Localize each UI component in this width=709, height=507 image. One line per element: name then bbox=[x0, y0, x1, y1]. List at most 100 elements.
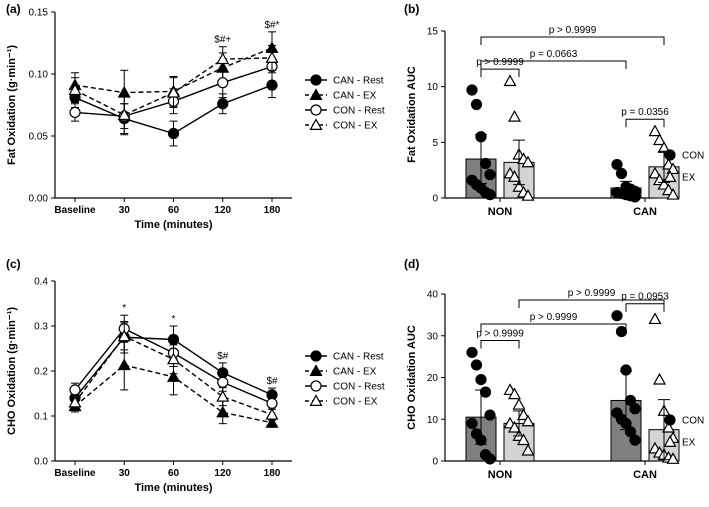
legend-marker bbox=[309, 364, 323, 376]
individual-point bbox=[666, 187, 680, 200]
data-point bbox=[166, 352, 181, 365]
individual-point bbox=[648, 312, 662, 325]
y-tick-label: 15 bbox=[427, 27, 439, 38]
panel-label: (b) bbox=[404, 2, 419, 16]
y-tick-label: 0.2 bbox=[34, 367, 48, 378]
x-tick-label: 60 bbox=[168, 205, 180, 216]
individual-point bbox=[512, 180, 526, 192]
data-point bbox=[217, 98, 229, 110]
legend-label: EX bbox=[682, 438, 696, 449]
y-tick-label: 5 bbox=[432, 138, 438, 149]
x-tick-label: 180 bbox=[264, 468, 281, 479]
individual-point bbox=[466, 84, 478, 96]
legend-marker bbox=[664, 149, 676, 161]
x-tick-label: 120 bbox=[214, 205, 231, 216]
series-line bbox=[74, 57, 273, 116]
significance-annotation: $# bbox=[217, 351, 229, 362]
individual-point bbox=[466, 417, 478, 430]
individual-point bbox=[479, 386, 492, 398]
legend-label: CON - EX bbox=[333, 121, 378, 132]
data-point bbox=[216, 52, 230, 65]
y-tick-label: 0.10 bbox=[29, 70, 49, 81]
y-axis-title: CHO Oxidation AUC bbox=[406, 325, 418, 430]
x-tick-label: Baseline bbox=[54, 205, 96, 216]
significance-annotation: $# bbox=[266, 376, 278, 387]
legend-marker bbox=[310, 74, 322, 86]
legend-marker bbox=[310, 104, 322, 116]
data-point bbox=[216, 389, 230, 402]
individual-point bbox=[507, 109, 522, 122]
legend-label: CON bbox=[682, 416, 704, 427]
x-group-label: CAN bbox=[633, 206, 657, 218]
individual-point bbox=[648, 124, 662, 137]
individual-point bbox=[611, 159, 623, 171]
individual-point bbox=[652, 133, 667, 146]
individual-point bbox=[484, 453, 496, 465]
legend-label: CON - EX bbox=[333, 397, 378, 408]
y-tick-label: 0.05 bbox=[29, 132, 49, 143]
p-value-label: p > 0.9999 bbox=[476, 57, 524, 68]
legend-label: CON - Rest bbox=[333, 382, 385, 393]
individual-point bbox=[521, 155, 535, 168]
panel-d: (d) 0 10 20 30 40 NON CAN CHO Oxidation AUC p > 0… bbox=[404, 257, 704, 481]
data-point bbox=[166, 370, 181, 382]
y-tick-label: 0 bbox=[432, 194, 438, 205]
legend-label: EX bbox=[682, 173, 696, 184]
individual-point bbox=[516, 433, 531, 446]
data-point bbox=[265, 51, 279, 63]
individual-point bbox=[507, 387, 522, 400]
data-point bbox=[117, 108, 131, 120]
legend-marker bbox=[309, 118, 323, 130]
data-point bbox=[216, 405, 230, 418]
y-tick-label: 20 bbox=[427, 373, 439, 384]
legend-marker bbox=[663, 170, 677, 182]
data-point bbox=[68, 395, 82, 408]
x-tick-label: 180 bbox=[264, 205, 281, 216]
legend-marker bbox=[664, 414, 676, 426]
p-value-label: p = 0.0953 bbox=[621, 292, 669, 303]
legend-label: CON bbox=[682, 151, 704, 162]
individual-point bbox=[503, 74, 517, 87]
y-tick-label: 10 bbox=[427, 415, 439, 426]
series-can-ex bbox=[68, 339, 279, 428]
panel-b: (b) 0 5 10 15 NON CAN Fat Oxidation AUC p > 0.99… bbox=[404, 2, 704, 218]
y-tick-label: 0.0 bbox=[34, 457, 48, 468]
comparison-bracket bbox=[480, 323, 627, 332]
y-axis-title: Fat Oxidation AUC bbox=[406, 66, 418, 163]
individual-point bbox=[512, 397, 526, 410]
legend-label: CAN - EX bbox=[333, 367, 377, 378]
x-group-label: CAN bbox=[633, 469, 657, 481]
y-tick-label: 40 bbox=[427, 290, 439, 301]
panel-label: (c) bbox=[6, 257, 21, 271]
individual-point bbox=[629, 434, 641, 446]
x-tick-label: Baseline bbox=[54, 468, 96, 479]
y-tick-label: 0.3 bbox=[34, 322, 48, 333]
y-tick-label: 0.15 bbox=[29, 8, 49, 19]
individual-point bbox=[521, 414, 535, 427]
data-point bbox=[265, 407, 279, 420]
y-axis-title: CHO Oxidation (g·min⁻¹) bbox=[6, 307, 18, 435]
individual-point bbox=[516, 408, 531, 421]
legend-marker bbox=[310, 380, 322, 392]
series-con-ex bbox=[68, 322, 279, 421]
data-point bbox=[117, 358, 131, 371]
x-tick-label: 120 bbox=[214, 468, 231, 479]
comparison-bracket bbox=[480, 339, 520, 349]
legend-marker bbox=[310, 350, 322, 362]
y-tick-label: 30 bbox=[427, 331, 439, 342]
individual-point bbox=[657, 177, 671, 190]
individual-point bbox=[475, 373, 487, 386]
data-point bbox=[68, 83, 82, 96]
individual-point bbox=[652, 372, 667, 385]
significance-annotation: $#* bbox=[264, 20, 279, 31]
individual-point bbox=[611, 310, 623, 322]
legend-label: CAN - EX bbox=[333, 91, 377, 102]
y-tick-label: 0.4 bbox=[34, 277, 48, 288]
individual-point bbox=[629, 403, 641, 415]
data-point bbox=[69, 384, 81, 396]
y-axis-title: Fat Oxidation (g·min⁻¹) bbox=[6, 45, 18, 165]
p-value-label: p > 0.9999 bbox=[476, 328, 524, 339]
data-point bbox=[217, 77, 229, 89]
y-tick-label: 0.00 bbox=[29, 194, 49, 205]
